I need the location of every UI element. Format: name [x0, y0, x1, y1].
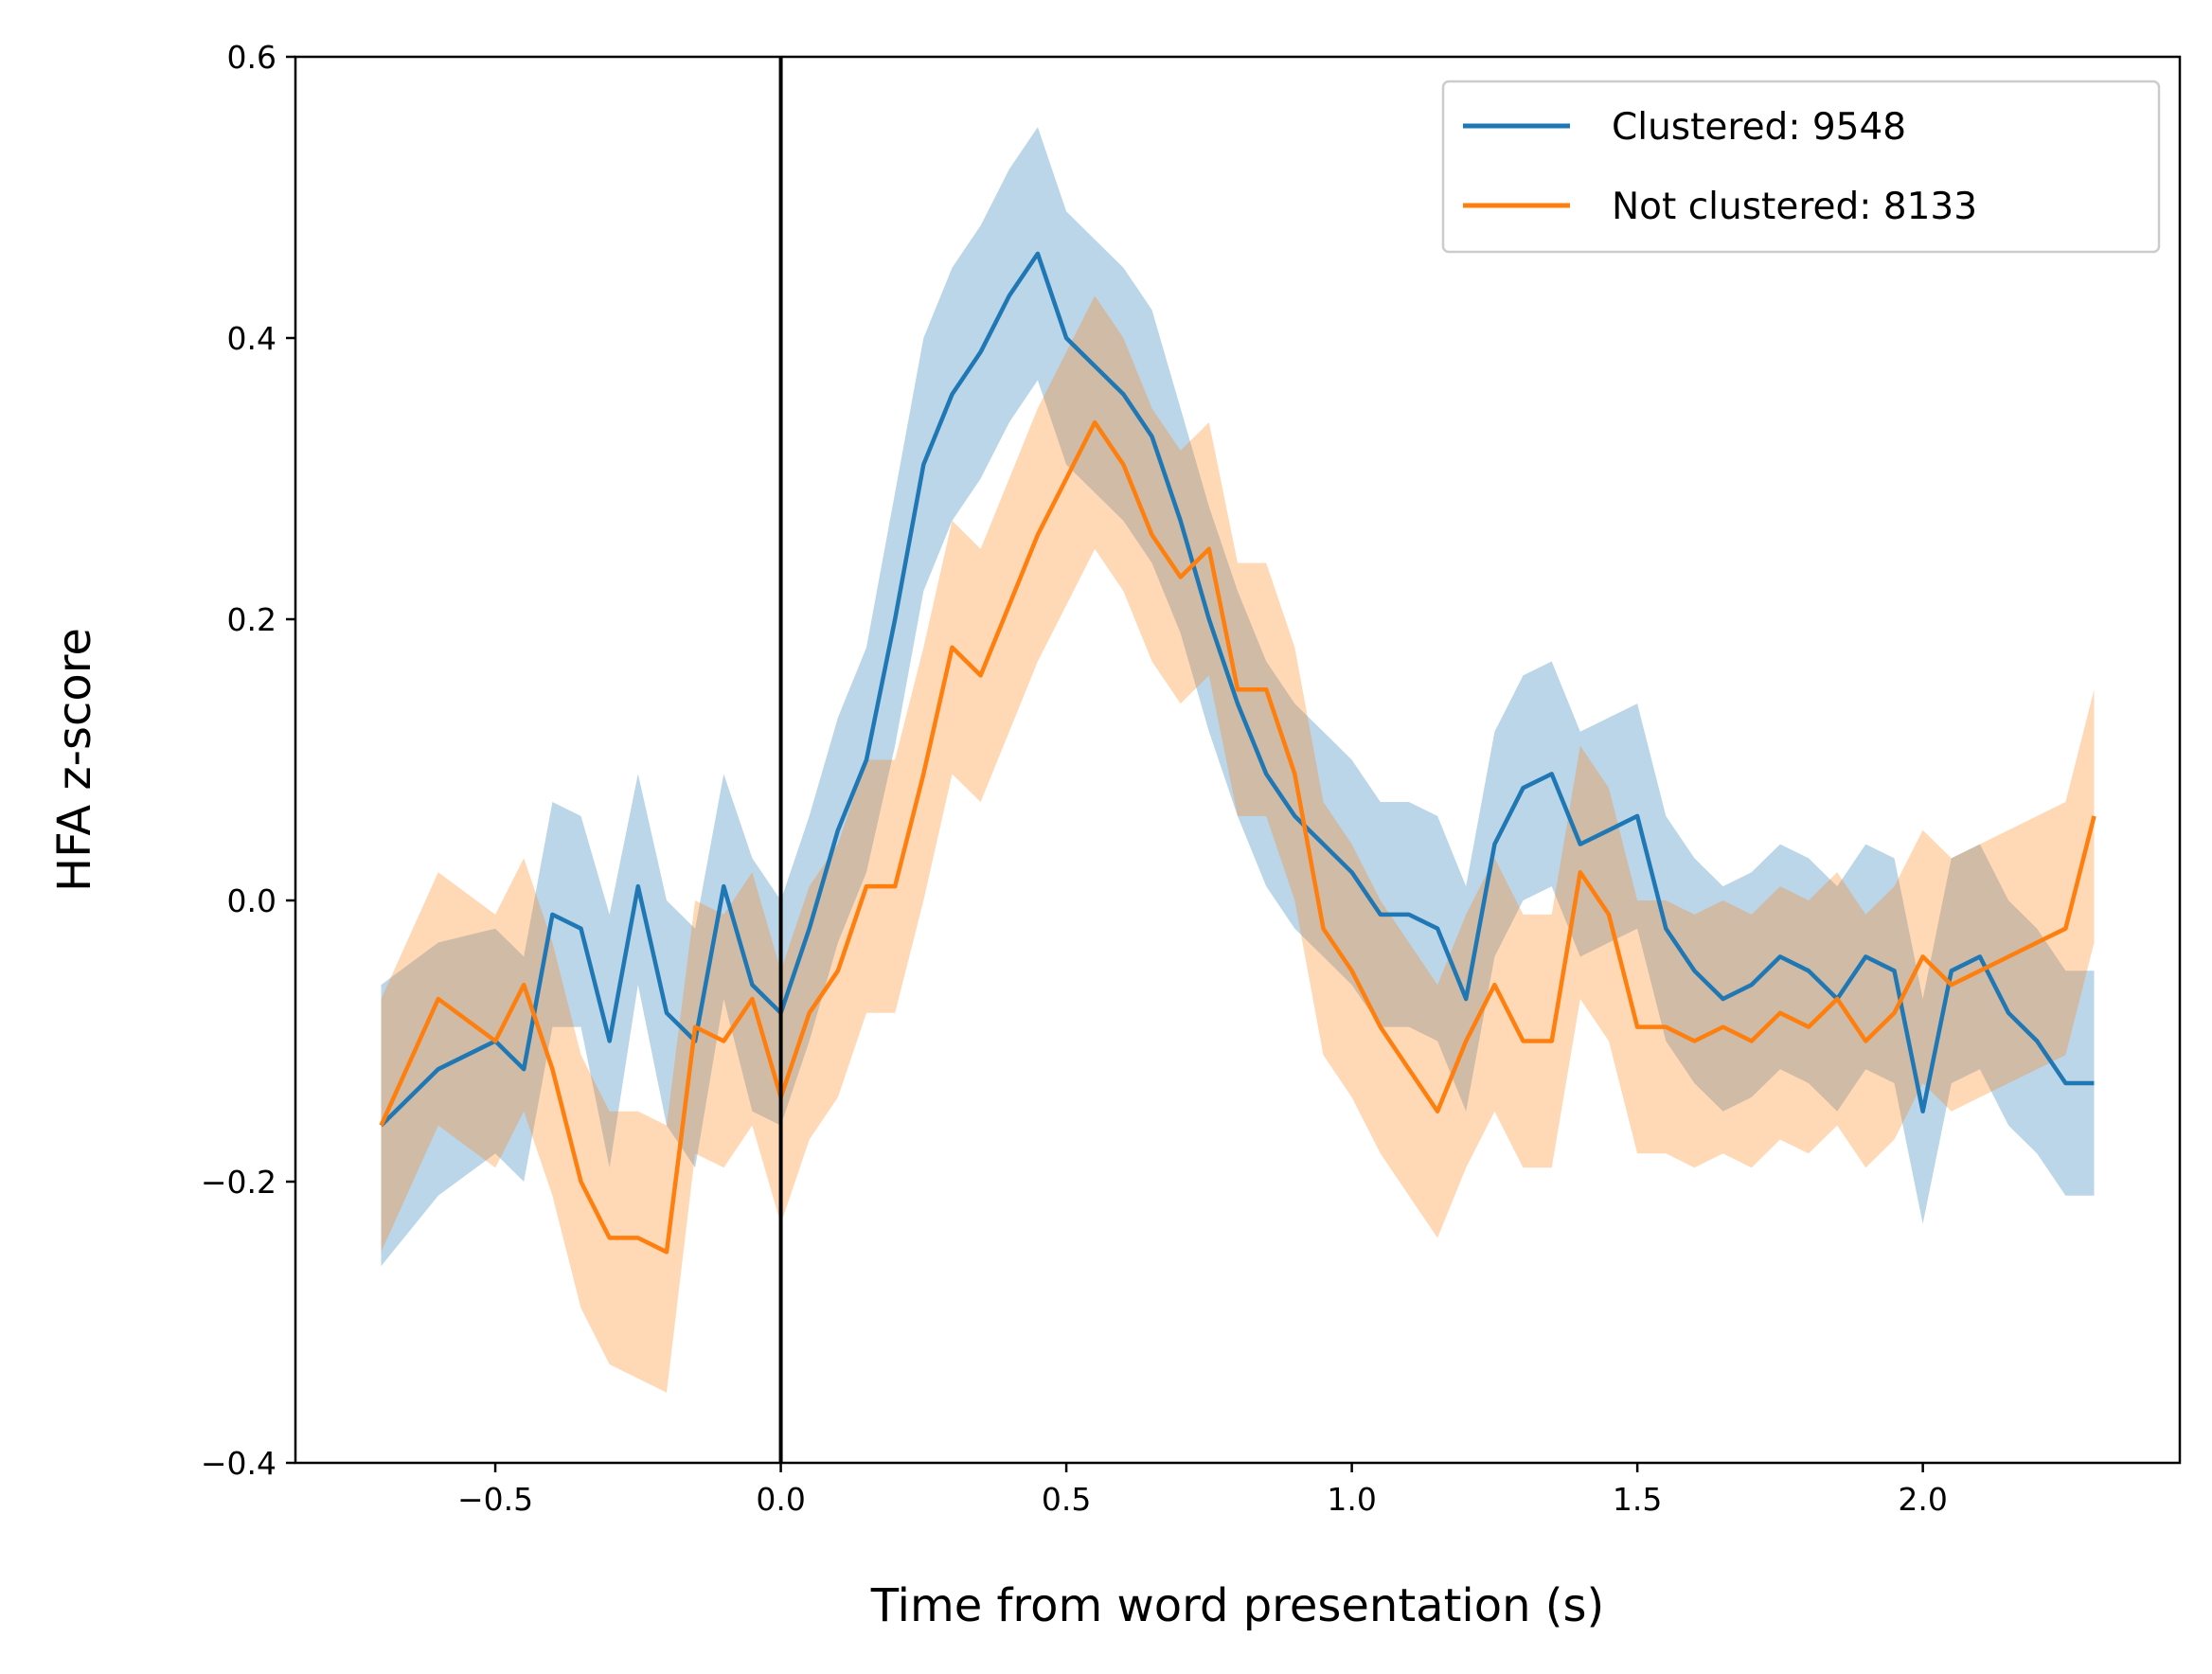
x-tick-label: 1.0: [1327, 1481, 1376, 1518]
y-tick-label: −0.4: [201, 1445, 276, 1482]
x-tick-label: 1.5: [1613, 1481, 1662, 1518]
x-tick-label: −0.5: [457, 1481, 533, 1518]
y-tick-label: −0.2: [201, 1164, 276, 1201]
legend-label-clustered: Clustered: 9548: [1612, 106, 1906, 149]
x-axis-title: Time from word presentation (s): [870, 1579, 1604, 1632]
legend-label-not-clustered: Not clustered: 8133: [1612, 186, 1977, 228]
x-tick-label: 0.5: [1042, 1481, 1091, 1518]
series-line-not-clustered: [379, 419, 2096, 1255]
y-axis-title: HFA z-score: [48, 628, 101, 892]
series-lines: [379, 251, 2096, 1255]
confidence-bands: [381, 127, 2095, 1393]
series-line-clustered: [379, 251, 2095, 1128]
legend: Clustered: 9548 Not clustered: 8133: [1441, 80, 2161, 254]
y-tick-label: 0.0: [227, 882, 276, 919]
x-tick-label: 2.0: [1898, 1481, 1947, 1518]
y-tick-label: 0.6: [227, 39, 276, 76]
x-axis-ticks: −0.5 0.0 0.5 1.0 1.5 2.0: [457, 1463, 1948, 1518]
x-tick-label: 0.0: [756, 1481, 805, 1518]
confidence-band-not-clustered: [381, 295, 2095, 1393]
legend-box: [1441, 80, 2161, 254]
plot-frame: [294, 55, 2182, 1465]
y-tick-label: 0.2: [227, 601, 276, 638]
y-tick-label: 0.4: [227, 320, 276, 357]
y-axis-ticks: −0.4 −0.2 0.0 0.2 0.4 0.6: [201, 39, 295, 1482]
confidence-band-clustered: [381, 127, 2095, 1267]
